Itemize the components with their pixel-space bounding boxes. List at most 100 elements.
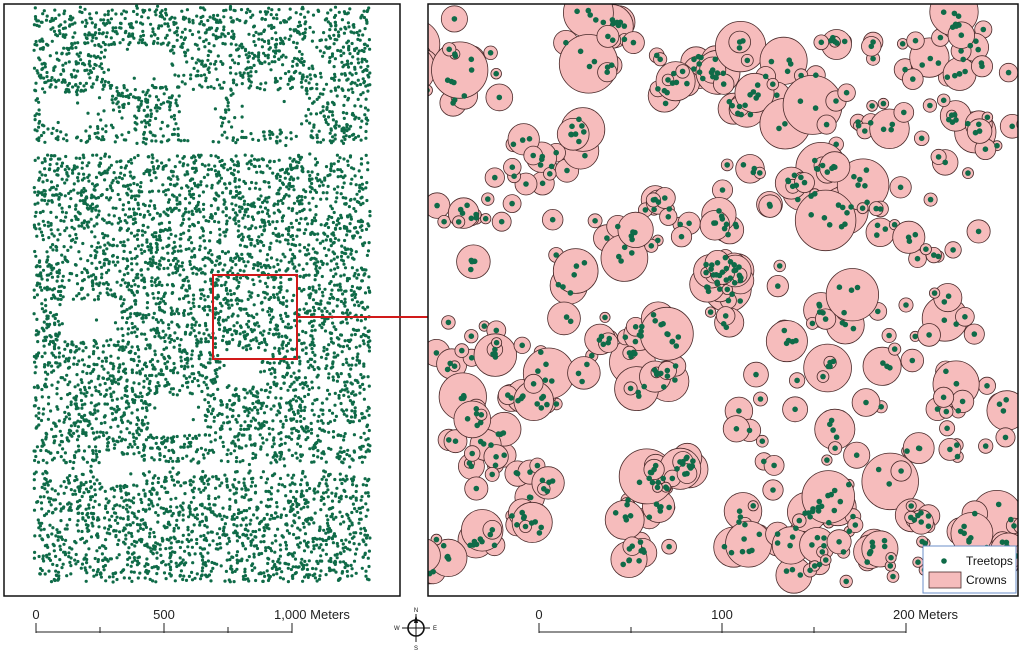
overview-treetop-point: [164, 333, 168, 337]
overview-treetop-point: [351, 234, 355, 238]
overview-treetop-point: [41, 12, 45, 16]
overview-treetop-point: [183, 54, 187, 58]
overview-treetop-point: [89, 54, 93, 58]
overview-treetop-point: [148, 118, 152, 123]
overview-treetop-point: [33, 214, 37, 218]
overview-treetop-point: [102, 70, 106, 74]
overview-treetop-point: [239, 427, 243, 431]
overview-treetop-point: [104, 497, 108, 501]
overview-treetop-point: [256, 411, 260, 415]
overview-treetop-point: [57, 268, 62, 272]
overview-treetop-point: [97, 503, 101, 507]
overview-treetop-point: [336, 353, 340, 357]
overview-treetop-point: [136, 348, 141, 352]
overview-treetop-point: [50, 76, 54, 80]
overview-treetop-point: [95, 549, 99, 553]
overview-treetop-point: [189, 307, 193, 311]
overview-treetop-point: [64, 461, 68, 465]
overview-treetop-point: [367, 549, 371, 553]
overview-treetop-point: [331, 341, 335, 345]
overview-treetop-point: [350, 41, 354, 46]
overview-treetop-point: [63, 168, 67, 172]
overview-treetop-point: [267, 39, 271, 43]
overview-treetop-point: [48, 479, 53, 483]
overview-treetop-point: [359, 511, 363, 515]
overview-treetop-point: [268, 166, 272, 170]
overview-treetop-point: [123, 386, 127, 390]
overview-treetop-point: [36, 385, 40, 389]
overview-treetop-point: [58, 429, 62, 433]
overview-treetop-point: [271, 427, 275, 431]
overview-treetop-point: [321, 183, 325, 187]
overview-treetop-point: [97, 374, 101, 378]
overview-treetop-point: [65, 373, 69, 377]
overview-treetop-point: [304, 114, 308, 118]
overview-treetop-point: [228, 54, 232, 58]
overview-treetop-point: [214, 198, 218, 202]
overview-treetop-point: [256, 293, 260, 298]
overview-treetop-point: [281, 374, 285, 379]
overview-treetop-point: [169, 546, 173, 550]
overview-treetop-point: [169, 497, 173, 501]
overview-treetop-point: [57, 346, 61, 350]
overview-treetop-point: [300, 289, 304, 293]
overview-treetop-point: [249, 543, 253, 547]
overview-treetop-point: [312, 100, 316, 104]
overview-treetop-point: [206, 551, 210, 555]
overview-treetop-point: [161, 321, 165, 325]
overview-treetop-point: [99, 421, 103, 425]
overview-treetop-point: [360, 57, 364, 61]
overview-treetop-point: [195, 572, 199, 576]
overview-treetop-point: [302, 539, 306, 543]
overview-treetop-point: [212, 415, 216, 419]
overview-treetop-point: [265, 196, 269, 200]
overview-treetop-point: [216, 293, 220, 297]
overview-treetop-point: [33, 360, 37, 364]
overview-treetop-point: [318, 481, 322, 485]
overview-treetop-point: [181, 156, 185, 160]
overview-treetop-point: [129, 570, 133, 574]
overview-treetop-point: [40, 485, 44, 489]
overview-treetop-point: [304, 346, 308, 350]
overview-treetop-point: [204, 38, 208, 42]
overview-treetop-point: [158, 547, 162, 551]
overview-treetop-point: [264, 549, 268, 553]
overview-treetop-point: [200, 59, 204, 63]
overview-treetop-point: [263, 60, 267, 64]
overview-treetop-point: [310, 357, 314, 361]
overview-treetop-point: [240, 495, 244, 499]
overview-treetop-point: [326, 174, 330, 178]
overview-treetop-point: [225, 222, 229, 226]
overview-treetop-point: [208, 248, 212, 253]
overview-treetop-point: [46, 43, 50, 47]
overview-treetop-point: [176, 127, 180, 131]
overview-treetop-point: [55, 392, 59, 396]
overview-treetop-point: [180, 286, 184, 290]
overview-treetop-point: [162, 92, 166, 96]
overview-treetop-point: [86, 490, 90, 494]
overview-treetop-point: [170, 309, 174, 313]
overview-treetop-point: [249, 162, 253, 166]
overview-treetop-point: [254, 181, 258, 185]
overview-treetop-point: [336, 159, 340, 163]
overview-treetop-point: [62, 480, 66, 484]
overview-treetop-point: [135, 314, 139, 318]
overview-treetop-point: [338, 478, 342, 482]
overview-treetop-point: [279, 317, 283, 321]
overview-treetop-point: [147, 497, 151, 502]
overview-treetop-point: [278, 476, 283, 481]
overview-treetop-point: [130, 370, 134, 375]
overview-treetop-point: [340, 170, 344, 174]
overview-treetop-point: [140, 251, 144, 255]
overview-treetop-point: [99, 392, 103, 396]
overview-treetop-point: [111, 29, 115, 33]
overview-treetop-point: [92, 574, 96, 578]
overview-treetop-point: [243, 388, 247, 392]
overview-treetop-point: [314, 163, 318, 167]
overview-treetop-point: [219, 86, 223, 90]
overview-treetop-point: [32, 354, 37, 359]
overview-treetop-point: [291, 237, 295, 241]
overview-treetop-point: [279, 281, 283, 285]
overview-treetop-point: [297, 355, 301, 359]
